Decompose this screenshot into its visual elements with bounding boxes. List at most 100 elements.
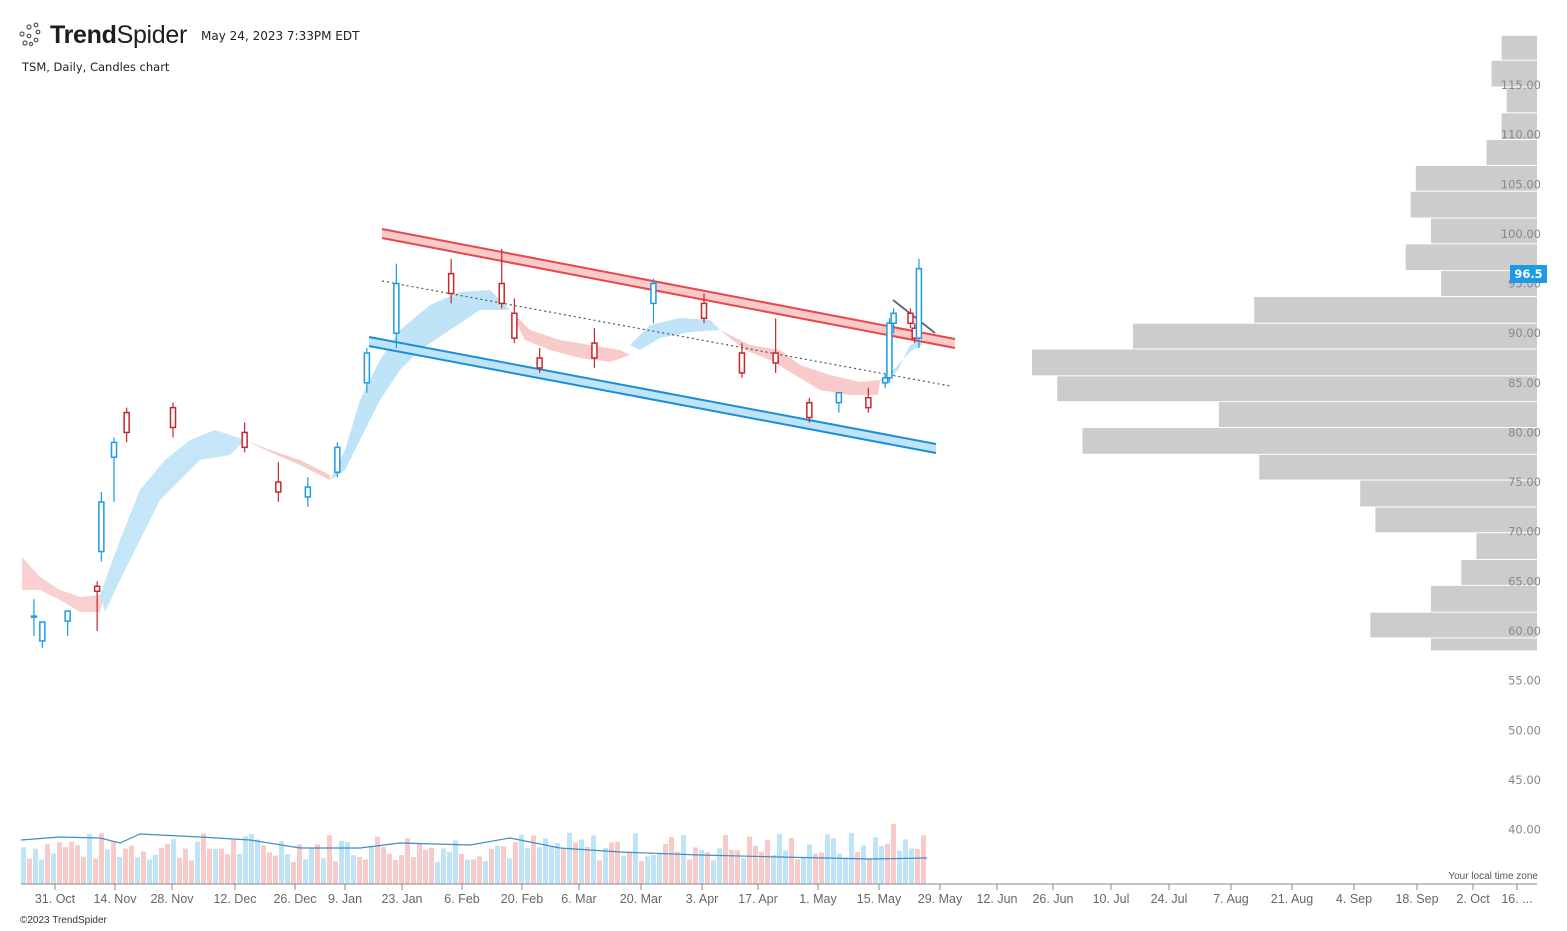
time-axis-label[interactable]: 17. Apr	[738, 892, 778, 906]
volume-bar	[69, 841, 74, 884]
candle-bearish	[498, 282, 505, 305]
volume-bar	[735, 850, 740, 884]
volume-bar	[777, 834, 782, 884]
midline-dotted[interactable]	[381, 280, 951, 387]
time-axis-label[interactable]: 3. Apr	[686, 892, 719, 906]
volume-bar	[495, 845, 500, 884]
volume-bar	[531, 835, 536, 884]
price-axis-label: 85.00	[1508, 376, 1541, 390]
header: TrendSpider May 24, 2023 7:33PM EDT	[18, 18, 359, 52]
volume-bar	[345, 842, 350, 884]
time-axis-label[interactable]: 21. Aug	[1271, 892, 1313, 906]
price-axis-label: 55.00	[1508, 674, 1541, 688]
time-axis-label[interactable]: 1. May	[799, 892, 837, 906]
volume-bar	[381, 847, 386, 884]
volume-profile-bar	[1476, 533, 1537, 560]
ma-ribbon-bullish	[330, 290, 510, 480]
ma-ribbon-bearish	[245, 440, 330, 480]
candle-bearish	[511, 312, 518, 339]
volume-bar	[237, 853, 242, 884]
volume-bar	[177, 857, 182, 884]
time-axis-label[interactable]: 12. Dec	[213, 892, 256, 906]
candle-bullish	[835, 391, 843, 404]
candle-bullish	[363, 352, 371, 384]
time-axis-label[interactable]: 20. Feb	[501, 892, 543, 906]
volume-bar	[189, 860, 194, 884]
time-axis-label[interactable]: 4. Sep	[1336, 892, 1372, 906]
volume-bar	[603, 847, 608, 884]
time-axis-label[interactable]: 2. Oct	[1456, 892, 1490, 906]
volume-bar	[609, 842, 614, 884]
volume-bar	[825, 834, 830, 884]
volume-bar	[651, 855, 656, 884]
volume-bar	[909, 848, 914, 884]
volume-bar	[105, 849, 110, 884]
ma-ribbon-bullish	[630, 318, 720, 350]
time-axis[interactable]: 31. Oct 14. Nov 28. Nov 12. Dec 26. Dec 9. Ja…	[21, 883, 1537, 906]
time-axis-label[interactable]: 7. Aug	[1213, 892, 1248, 906]
upper-channel-bottom[interactable]	[381, 237, 956, 349]
time-axis-label[interactable]: 26. Dec	[273, 892, 316, 906]
volume-bar	[471, 859, 476, 884]
volume-profile-bar	[1032, 349, 1537, 376]
volume-profile-bar	[1486, 140, 1537, 165]
volume-bar	[525, 848, 530, 884]
time-axis-label[interactable]: 10. Jul	[1093, 892, 1130, 906]
time-axis-label[interactable]: 28. Nov	[150, 892, 194, 906]
candle-bullish	[39, 621, 46, 642]
trend-channels[interactable]	[368, 228, 956, 454]
last-price-tag: 96.5	[1510, 265, 1547, 283]
volume-bar	[633, 833, 638, 884]
volume-bar	[645, 856, 650, 884]
volume-profile-bar	[1430, 638, 1537, 651]
candle-bearish	[865, 396, 872, 409]
volume-bar	[447, 851, 452, 884]
volume-bar	[903, 839, 908, 884]
time-axis-label[interactable]: 12. Jun	[976, 892, 1017, 906]
volume-bar	[807, 844, 812, 884]
time-axis-label[interactable]: 16. ...	[1501, 892, 1532, 906]
time-axis-label[interactable]: 23. Jan	[381, 892, 422, 906]
volume-profile-bar	[1410, 191, 1537, 218]
volume-bar	[99, 833, 104, 884]
volume-profile-bar	[1430, 218, 1537, 244]
volume-bars	[20, 824, 928, 884]
lower-channel-bottom[interactable]	[368, 345, 937, 454]
volume-profile-bar	[1415, 165, 1537, 191]
volume-bar	[687, 859, 692, 884]
short-trendline[interactable]	[892, 299, 936, 334]
volume-bar	[219, 848, 224, 884]
price-axis-label: 45.00	[1508, 773, 1541, 787]
time-axis-label[interactable]: 24. Jul	[1151, 892, 1188, 906]
brand-light: Spider	[116, 20, 188, 49]
candle-bearish	[123, 411, 130, 434]
volume-bar	[549, 845, 554, 884]
price-axis-label: 115.00	[1501, 78, 1541, 92]
volume-bar	[663, 844, 668, 884]
volume-bar	[339, 840, 344, 884]
volume-bar	[789, 837, 794, 884]
time-axis-label[interactable]: 14. Nov	[93, 892, 137, 906]
volume-bar	[561, 848, 566, 884]
volume-bar	[921, 835, 926, 884]
volume-bar	[801, 857, 806, 884]
time-axis-label[interactable]: 15. May	[857, 892, 902, 906]
time-axis-label[interactable]: 18. Sep	[1395, 892, 1438, 906]
time-axis-label[interactable]: 6. Mar	[561, 892, 596, 906]
volume-bar	[897, 850, 902, 884]
price-axis[interactable]: 115.00110.00105.00100.0095.0090.0085.008…	[1501, 78, 1541, 837]
volume-bar	[465, 859, 470, 884]
volume-bar	[543, 838, 548, 884]
time-axis-label[interactable]: 31. Oct	[35, 892, 76, 906]
upper-channel-top[interactable]	[381, 228, 956, 340]
volume-bar	[417, 843, 422, 884]
time-axis-label[interactable]: 20. Mar	[620, 892, 662, 906]
volume-bar	[555, 842, 560, 884]
lower-channel-top[interactable]	[368, 336, 937, 445]
time-axis-label[interactable]: 6. Feb	[444, 892, 479, 906]
time-axis-label[interactable]: 26. Jun	[1032, 892, 1073, 906]
volume-bar	[309, 848, 314, 884]
time-axis-label[interactable]: 29. May	[918, 892, 963, 906]
time-axis-label[interactable]: 9. Jan	[328, 892, 362, 906]
